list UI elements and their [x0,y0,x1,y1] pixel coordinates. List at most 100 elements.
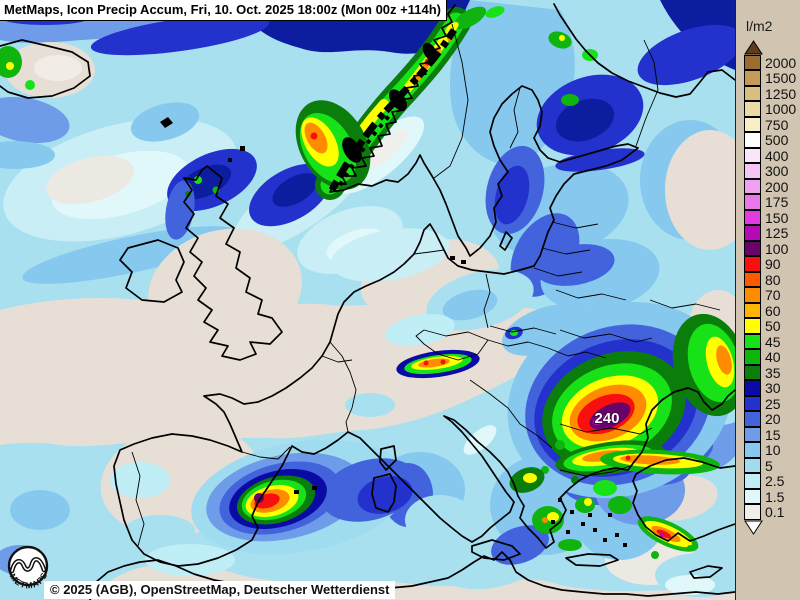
legend-value-label: 5 [765,457,773,474]
legend-value-label: 100 [765,240,789,257]
legend-row: 125 [744,225,800,242]
legend-color-cell [744,442,761,458]
legend-value-label: 40 [765,349,781,366]
legend-color-cell [744,209,761,225]
legend-value-label: 15 [765,426,781,443]
legend-color-cell [744,488,761,504]
legend-color-cell [744,178,761,194]
legend-row: 15 [744,426,800,443]
legend-color-cell [744,132,761,148]
legend-color-cell [744,395,761,411]
legend-color-cell [744,411,761,427]
legend-value-label: 750 [765,116,789,133]
legend-row: 400 [744,147,800,164]
legend-value-label: 60 [765,302,781,319]
legend-row: 40 [744,349,800,366]
legend-unit-label: l/m2 [746,18,773,34]
legend-row: 750 [744,116,800,133]
legend-value-label: 50 [765,318,781,335]
legend-row: 60 [744,302,800,319]
legend-value-label: 150 [765,209,789,226]
legend-row: 500 [744,132,800,149]
precip-system-iceland [0,46,35,90]
legend-row: 50 [744,318,800,335]
legend-row: 1500 [744,70,800,87]
weather-map: 240 [0,0,735,600]
legend-arrow-top-icon [744,40,763,55]
legend-color-cell [744,349,761,365]
legend-row: 35 [744,364,800,381]
legend-value-label: 1.5 [765,488,785,505]
legend-color-cell [744,426,761,442]
legend-row: 2.5 [744,473,800,490]
legend-color-cell [744,116,761,132]
legend-color-cell [744,457,761,473]
legend-color-cell [744,504,761,520]
legend-value-label: 400 [765,147,789,164]
legend-row: 200 [744,178,800,195]
legend-color-cell [744,194,761,210]
precip-system-alps [396,326,523,379]
legend-value-label: 35 [765,364,781,381]
legend-row: 300 [744,163,800,180]
legend-row: 150 [744,209,800,226]
legend-value-label: 175 [765,194,789,211]
legend-value-label: 90 [765,256,781,273]
logo-text: METMAPS [8,570,49,590]
legend-row: 45 [744,333,800,350]
legend-row: 1.5 [744,488,800,505]
legend-value-label: 70 [765,287,781,304]
precip-system-spain [191,439,419,555]
legend-value-label: 30 [765,380,781,397]
legend-color-cell [744,302,761,318]
legend-arrow-bottom-icon [744,520,763,535]
legend-row: 5 [744,457,800,474]
legend-color-cell [744,287,761,303]
map-title: MetMaps, Icon Precip Accum, Fri, 10. Oct… [0,0,447,21]
legend-value-label: 300 [765,163,789,180]
legend-value-label: 2000 [765,54,797,71]
legend-color-cell [744,333,761,349]
legend-color-cell [744,163,761,179]
legend-row: 1250 [744,85,800,102]
legend-row: 30 [744,380,800,397]
metmaps-logo: METMAPS [7,545,50,591]
legend-row: 100 [744,240,800,257]
legend-value-label: 125 [765,225,789,242]
svg-text:METMAPS: METMAPS [8,570,50,590]
legend-color-cell [744,70,761,86]
legend-scale: 2000 1500 1250 1000 750 500 400 300 200 175 150 125… [744,40,800,535]
legend-color-cell [744,225,761,241]
legend-value-label: 500 [765,132,789,149]
precip-system-romania [507,301,735,499]
legend-color-cell [744,473,761,489]
legend-row: 175 [744,194,800,211]
legend-color-cell [744,380,761,396]
legend-value-label: 25 [765,395,781,412]
country-borders [131,23,721,547]
legend-color-cell [744,85,761,101]
legend-value-label: 2.5 [765,473,785,490]
legend-row: 90 [744,256,800,273]
legend-row: 80 [744,271,800,288]
legend-row: 25 [744,395,800,412]
legend-rows: 2000 1500 1250 1000 750 500 400 300 200 175 150 125… [744,54,800,520]
legend-row: 70 [744,287,800,304]
legend-value-label: 1500 [765,70,797,87]
legend-value-label: 1250 [765,85,797,102]
legend-row: 1000 [744,101,800,118]
legend-color-cell [744,240,761,256]
logo-circle-icon [7,545,49,587]
legend-value-label: 45 [765,333,781,350]
legend-color-cell [744,318,761,334]
precip-system-greece [509,467,699,559]
legend-value-label: 10 [765,442,781,459]
legend-value-label: 1000 [765,101,797,118]
legend-row: 2000 [744,54,800,71]
islands-terrain [160,117,627,547]
legend-color-cell [744,256,761,272]
legend-color-cell [744,54,761,70]
legend-value-label: 20 [765,411,781,428]
legend-color-cell [744,364,761,380]
copyright-text: © 2025 (AGB), OpenStreetMap, Deutscher W… [44,581,396,599]
